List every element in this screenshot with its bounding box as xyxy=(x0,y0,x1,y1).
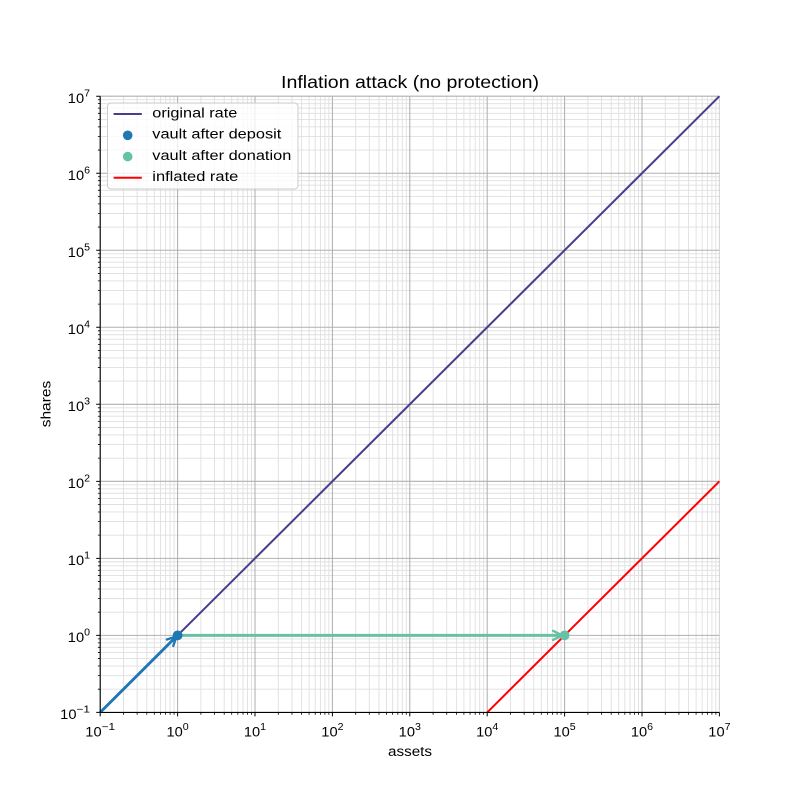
svg-text:assets: assets xyxy=(388,744,432,759)
svg-text:shares: shares xyxy=(38,380,53,427)
svg-text:104: 104 xyxy=(476,722,499,740)
svg-text:104: 104 xyxy=(68,319,91,337)
svg-text:100: 100 xyxy=(68,627,91,645)
svg-text:101: 101 xyxy=(68,550,90,568)
svg-text:103: 103 xyxy=(68,396,91,414)
svg-text:Inflation attack (no protectio: Inflation attack (no protection) xyxy=(281,72,539,92)
svg-text:vault after deposit: vault after deposit xyxy=(152,127,281,142)
svg-text:100: 100 xyxy=(167,722,190,740)
svg-text:106: 106 xyxy=(68,165,91,183)
svg-text:original rate: original rate xyxy=(152,105,237,120)
svg-text:10−1: 10−1 xyxy=(85,722,115,740)
svg-text:106: 106 xyxy=(631,722,654,740)
svg-text:107: 107 xyxy=(708,722,730,740)
svg-text:101: 101 xyxy=(244,722,266,740)
svg-text:105: 105 xyxy=(554,722,577,740)
svg-text:inflated rate: inflated rate xyxy=(152,169,238,184)
svg-text:107: 107 xyxy=(68,88,90,106)
svg-text:105: 105 xyxy=(68,242,91,260)
svg-text:10−1: 10−1 xyxy=(60,705,90,723)
svg-text:vault after donation: vault after donation xyxy=(152,148,291,163)
svg-text:102: 102 xyxy=(68,473,90,491)
svg-text:102: 102 xyxy=(321,722,343,740)
svg-text:103: 103 xyxy=(399,722,422,740)
